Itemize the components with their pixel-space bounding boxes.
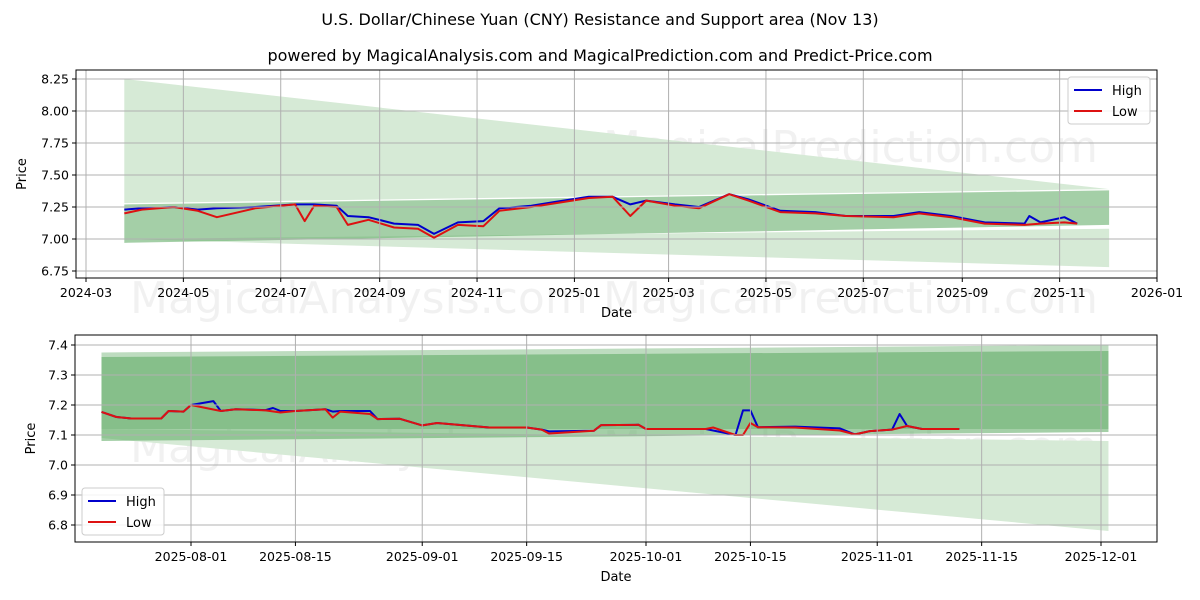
- legend: High Low: [1067, 76, 1151, 125]
- y-tick-label: 8.25: [41, 72, 69, 87]
- x-tick-label: 2025-11-15: [945, 549, 1018, 564]
- y-axis-label: Price: [24, 423, 39, 455]
- x-tick-label: 2024-03: [60, 285, 112, 300]
- legend-label-low: Low: [126, 516, 152, 531]
- x-tick-label: 2025-09-15: [490, 549, 563, 564]
- axes-frame: [75, 69, 1158, 279]
- y-tick-label: 7.50: [41, 168, 69, 183]
- x-tick-label: 2024-07: [255, 285, 307, 300]
- y-tick-label: 6.8: [48, 518, 68, 533]
- x-tick-label: 2024-09: [354, 285, 406, 300]
- y-axis-label: Price: [15, 158, 30, 190]
- x-tick-label: 2025-10-15: [714, 549, 787, 564]
- watermark: MagicalAnalysis.com: [130, 273, 588, 324]
- x-axis-label: Date: [600, 570, 631, 585]
- y-tick-label: 7.2: [48, 398, 68, 413]
- y-tick-label: 7.75: [41, 136, 69, 151]
- y-tick-label: 6.75: [41, 264, 69, 279]
- legend-label-high: High: [1112, 84, 1142, 99]
- legend-label-low: Low: [1112, 105, 1138, 120]
- x-tick-label: 2025-11: [1034, 285, 1086, 300]
- support-wide-band: [101, 429, 1109, 531]
- x-tick-label: 2025-05: [740, 285, 792, 300]
- x-tick-label: 2025-12-01: [1065, 549, 1138, 564]
- chart-panel-1: MagicalAnalysis.com MagicalPrediction.com…: [15, 69, 1183, 324]
- x-axis-label: Date: [601, 306, 632, 321]
- y-tick-label: 7.1: [48, 428, 68, 443]
- legend: High Low: [81, 487, 165, 536]
- x-tick-label: 2025-07: [837, 285, 889, 300]
- series-high-line: [124, 193, 1078, 235]
- y-tick-label: 6.9: [48, 488, 68, 503]
- x-tick-label: 2025-08-01: [155, 549, 228, 564]
- series-low-line: [101, 404, 960, 436]
- x-tick-label: 2025-08-15: [259, 549, 332, 564]
- x-tick-label: 2025-03: [642, 285, 694, 300]
- chart-title: U.S. Dollar/Chinese Yuan (CNY) Resistanc…: [321, 10, 879, 29]
- series-low-line: [124, 193, 1078, 239]
- y-tick-label: 7.25: [41, 200, 69, 215]
- x-tick-label: 2024-05: [157, 285, 209, 300]
- main-channel-band: [101, 351, 1109, 441]
- axes-frame: [74, 334, 1158, 543]
- chart-subtitle: powered by MagicalAnalysis.com and Magic…: [267, 46, 933, 65]
- chart-panel-2: MagicalAnalysis.comMagicalPrediction.com…: [24, 334, 1158, 585]
- y-tick-label: 7.3: [48, 368, 68, 383]
- x-tick-label: 2026-01: [1131, 285, 1183, 300]
- x-tick-label: 2025-11-01: [841, 549, 914, 564]
- legend-label-high: High: [126, 495, 156, 510]
- x-tick-label: 2024-11: [451, 285, 503, 300]
- y-tick-label: 7.0: [48, 458, 68, 473]
- x-tick-label: 2025-09: [936, 285, 988, 300]
- y-tick-label: 7.4: [48, 338, 68, 353]
- y-tick-label: 7.00: [41, 232, 69, 247]
- x-tick-label: 2025-10-01: [610, 549, 683, 564]
- x-tick-label: 2025-01: [548, 285, 600, 300]
- x-tick-label: 2025-09-01: [386, 549, 459, 564]
- watermark: MagicalPrediction.com: [603, 273, 1098, 324]
- y-tick-label: 8.00: [41, 104, 69, 119]
